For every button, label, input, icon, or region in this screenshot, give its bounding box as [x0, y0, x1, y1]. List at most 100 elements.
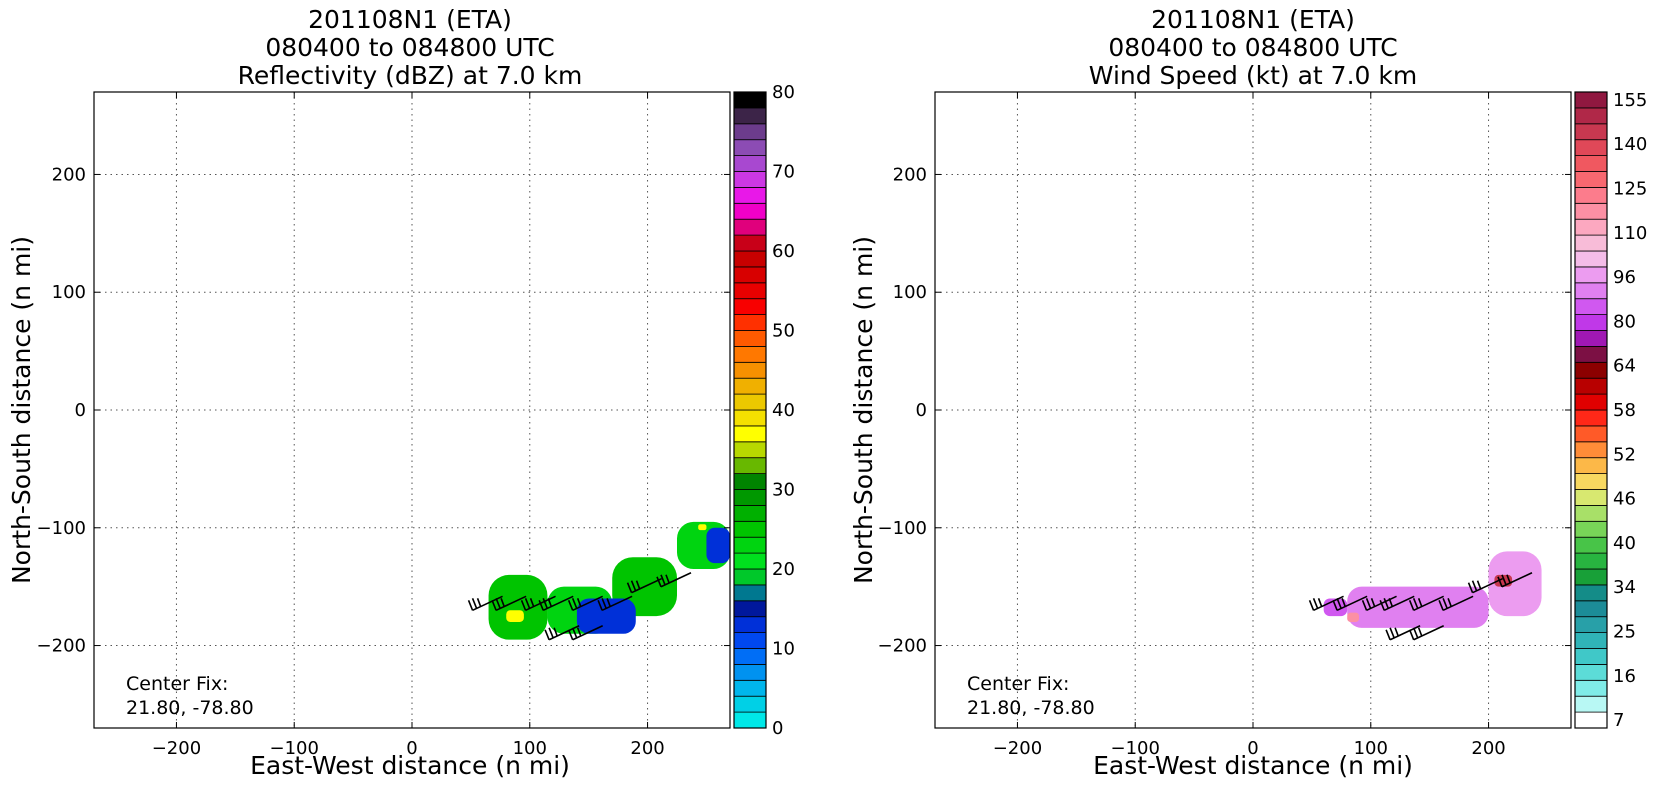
center-fix-value: 21.80, -78.80 [126, 697, 254, 719]
reflectivity-panel: 201108N1 (ETA) 080400 to 084800 UTC Refl… [7, 5, 795, 780]
data-region [488, 574, 548, 640]
chart-title-line-2: 080400 to 084800 UTC [265, 33, 554, 62]
colorbar-level-label: 34 [1613, 577, 1636, 598]
center-fix-label: Center Fix: [126, 673, 228, 695]
colorbar-swatch [733, 473, 767, 490]
y-tick-label: 200 [893, 164, 927, 185]
colorbar-tick-label: 60 [772, 241, 795, 262]
wind-barb [1332, 595, 1368, 612]
colorbar-swatch [733, 234, 767, 252]
colorbar-level-label: 110 [1613, 223, 1647, 244]
colorbar-swatch [733, 711, 767, 729]
x-tick-label: −200 [152, 738, 201, 759]
center-fix-value: 21.80, -78.80 [967, 697, 1095, 719]
data-region [576, 598, 636, 634]
y-tick-label: 100 [52, 282, 86, 303]
colorbar-swatch [733, 425, 767, 443]
wind-barb [1408, 595, 1445, 612]
colorbar-swatch [733, 361, 767, 379]
colorbar-swatch [1574, 361, 1608, 379]
wind-barb [567, 595, 604, 612]
colorbar-swatch [733, 457, 767, 475]
colorbar-swatch [1574, 473, 1608, 490]
colorbar-swatch [733, 218, 767, 236]
plot-frame [93, 91, 731, 729]
chart-title-line-2: 080400 to 084800 UTC [1108, 33, 1397, 62]
data-region [1347, 612, 1359, 622]
colorbar-tick-label: 10 [772, 639, 795, 660]
plot-area: −200 −100 0 100 200 −200 −100 0 100 200 [37, 91, 731, 759]
y-tick-label: 100 [893, 282, 927, 303]
colorbar-swatch [1574, 377, 1608, 395]
colorbar-swatch [733, 345, 767, 363]
chart-title-line-3: Wind Speed (kt) at 7.0 km [1089, 61, 1417, 90]
plot-area: −200 −100 0 100 200 −200 −100 0 100 200 [878, 91, 1572, 759]
colorbar-level-label: 64 [1613, 356, 1636, 377]
colorbar-swatch [733, 107, 767, 125]
y-tick-label: 0 [75, 400, 86, 421]
colorbar-swatch [1574, 250, 1608, 268]
colorbar-swatch [733, 552, 767, 570]
colorbar-swatch [733, 377, 767, 395]
data-region [506, 610, 524, 622]
y-tick-label: −100 [878, 518, 927, 539]
y-tick-label: −200 [37, 636, 86, 657]
wind-barb [538, 595, 574, 612]
colorbar-level-label: 125 [1613, 179, 1647, 200]
colorbar-swatch [1574, 536, 1608, 554]
wind-barb [1308, 595, 1344, 612]
colorbar-swatch [733, 504, 767, 522]
colorbar-swatch [1574, 123, 1608, 141]
colorbar-swatch [733, 139, 767, 156]
colorbar-swatch [733, 664, 767, 681]
colorbar-swatch [733, 520, 767, 538]
y-axis-label: North-South distance (n mi) [849, 236, 878, 584]
x-axis-label: East-West distance (n mi) [250, 751, 570, 780]
wind-barb [597, 595, 633, 612]
wind-barb [1467, 577, 1503, 594]
colorbar-swatch [733, 202, 767, 220]
colorbar-level-label: 80 [1613, 311, 1636, 332]
colorbar-level-label: 52 [1613, 444, 1636, 465]
colorbar-tick-label: 50 [772, 321, 795, 342]
x-tick-label: 200 [1471, 738, 1505, 759]
colorbar-swatch [733, 314, 767, 331]
colorbar-swatch [1574, 393, 1608, 411]
colorbar-level-label: 25 [1613, 621, 1636, 642]
colorbar-swatch [1574, 552, 1608, 570]
colorbar-swatch [733, 616, 767, 634]
chart-title-line-1: 201108N1 (ETA) [1151, 5, 1355, 34]
colorbar-swatch [1574, 139, 1608, 156]
x-tick-label: 200 [630, 738, 664, 759]
colorbar-swatch [1574, 202, 1608, 220]
colorbar-swatch [733, 489, 767, 506]
x-tick-label: 100 [513, 738, 547, 759]
colorbar-swatch [733, 695, 767, 713]
colorbar-swatch [1574, 266, 1608, 284]
wind-barb [1438, 595, 1474, 612]
colorbar-tick-label: 70 [772, 162, 795, 183]
colorbar-swatch [1574, 695, 1608, 713]
x-tick-label: −200 [993, 738, 1042, 759]
y-tick-label: 200 [52, 164, 86, 185]
x-axis-label: East-West distance (n mi) [1093, 751, 1413, 780]
chart-title-line-3: Reflectivity (dBZ) at 7.0 km [238, 61, 583, 90]
wind-barb [656, 572, 692, 588]
colorbar: 0 10 20 30 40 50 60 70 80 [733, 82, 795, 739]
colorbar-swatch [1574, 584, 1608, 602]
colorbar-swatch [1574, 457, 1608, 475]
wind-speed-panel: 201108N1 (ETA) 080400 to 084800 UTC Wind… [849, 5, 1647, 780]
colorbar-swatch [733, 409, 767, 427]
colorbar-level-label: 96 [1613, 267, 1636, 288]
colorbar-level-label: 7 [1613, 710, 1624, 731]
x-tick-label: −100 [1110, 738, 1159, 759]
wind-barb [1497, 572, 1533, 588]
colorbar-level-label: 46 [1613, 489, 1636, 510]
wind-barb [626, 577, 662, 594]
colorbar-swatch [1574, 568, 1608, 586]
colorbar-level-label: 140 [1613, 134, 1647, 155]
colorbar-frame [733, 91, 767, 729]
x-tick-label: 0 [406, 738, 417, 759]
y-tick-label: 0 [916, 400, 927, 421]
